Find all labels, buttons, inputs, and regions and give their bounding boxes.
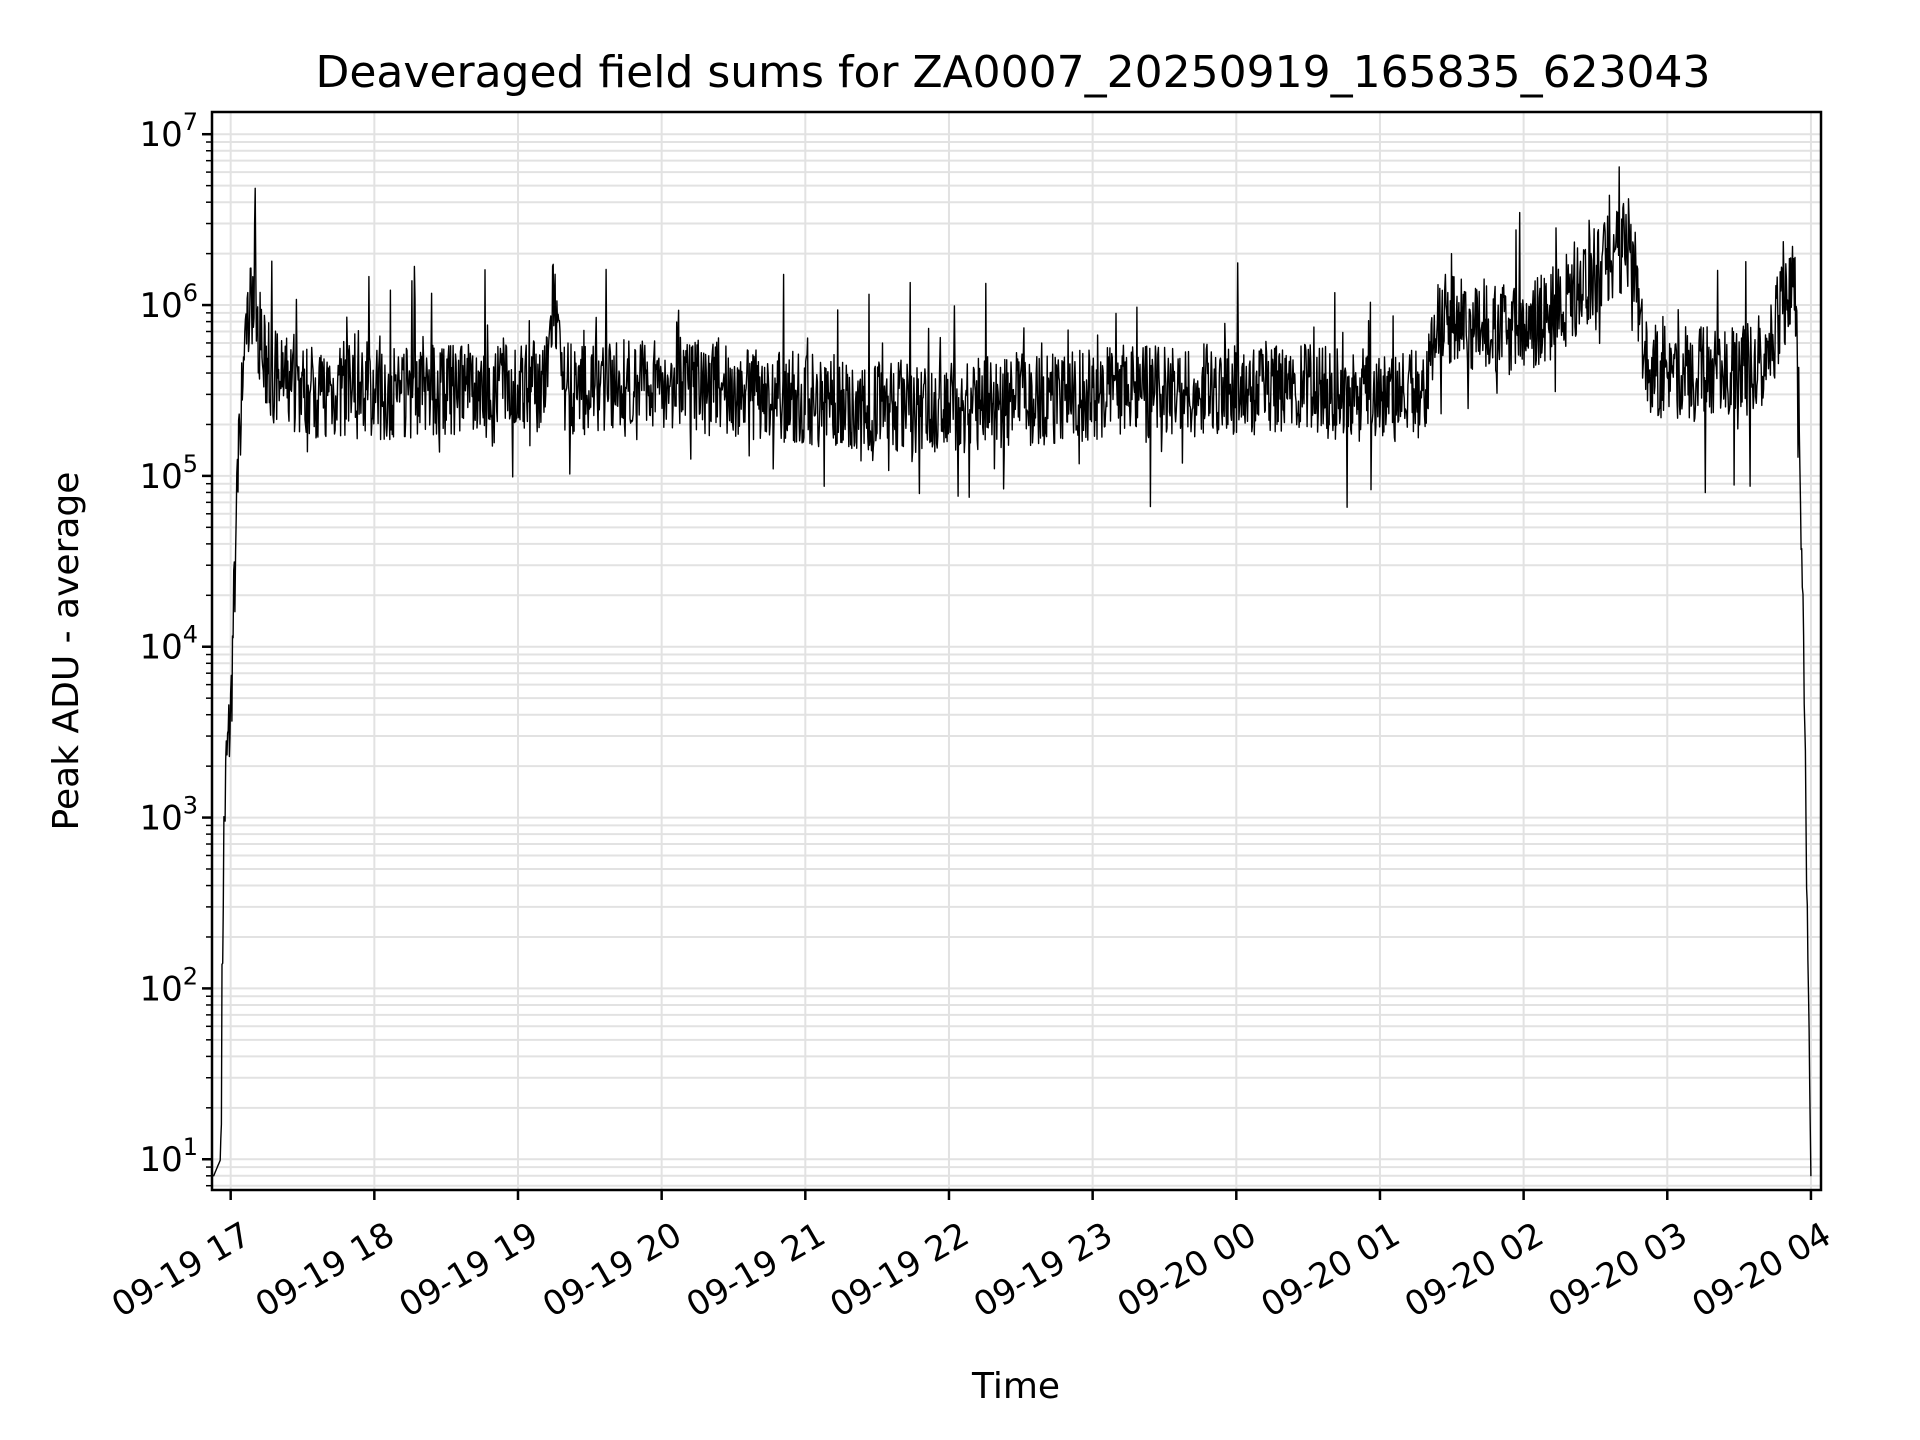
y-tick-label: 102 xyxy=(139,962,198,1009)
y-tick-label: 101 xyxy=(139,1133,198,1180)
x-tick-label: 09-20 00 xyxy=(1111,1215,1263,1326)
y-tick-label: 105 xyxy=(139,450,198,497)
x-tick-label: 09-19 23 xyxy=(967,1215,1119,1326)
y-tick-label: 103 xyxy=(139,792,198,839)
x-tick-label: 09-20 03 xyxy=(1542,1215,1694,1326)
y-tick-label-base: 10 xyxy=(139,799,182,839)
y-tick-label-exponent: 2 xyxy=(183,962,198,990)
y-tick-label-base: 10 xyxy=(139,1140,182,1180)
series-line xyxy=(212,166,1812,1177)
y-tick-label-exponent: 1 xyxy=(183,1133,198,1161)
grid xyxy=(212,112,1821,1190)
y-tick-label-exponent: 6 xyxy=(183,279,198,307)
x-tick-label: 09-19 20 xyxy=(536,1215,688,1326)
x-tick-label: 09-19 18 xyxy=(249,1215,401,1326)
x-tick-label: 09-20 01 xyxy=(1254,1215,1406,1326)
y-tick-label-base: 10 xyxy=(139,628,182,668)
y-tick-label-exponent: 5 xyxy=(183,450,198,478)
x-tick-label: 09-20 04 xyxy=(1685,1215,1837,1326)
y-tick-label-exponent: 3 xyxy=(183,792,198,820)
plot-frame xyxy=(210,110,1823,1192)
y-tick-label-exponent: 7 xyxy=(183,108,198,136)
x-tick-label: 09-19 17 xyxy=(105,1215,257,1326)
y-tick-label: 107 xyxy=(139,108,198,155)
y-axis-label: Peak ADU - average xyxy=(46,472,87,831)
y-tick-label-base: 10 xyxy=(139,115,182,155)
y-tick-label-base: 10 xyxy=(139,286,182,326)
x-tick-label: 09-19 21 xyxy=(680,1215,832,1326)
x-tick-label: 09-19 19 xyxy=(393,1215,545,1326)
x-axis-label: Time xyxy=(971,1366,1060,1407)
y-tick-label: 106 xyxy=(139,279,198,326)
y-tick-label-base: 10 xyxy=(139,969,182,1009)
x-tick-label: 09-20 02 xyxy=(1398,1215,1550,1326)
x-tick-label: 09-19 22 xyxy=(823,1215,975,1326)
y-tick-label-base: 10 xyxy=(139,457,182,497)
chart-title: Deaveraged field sums for ZA0007_2025091… xyxy=(315,47,1710,98)
y-tick-label: 104 xyxy=(139,621,198,668)
y-tick-label-exponent: 4 xyxy=(183,621,198,649)
